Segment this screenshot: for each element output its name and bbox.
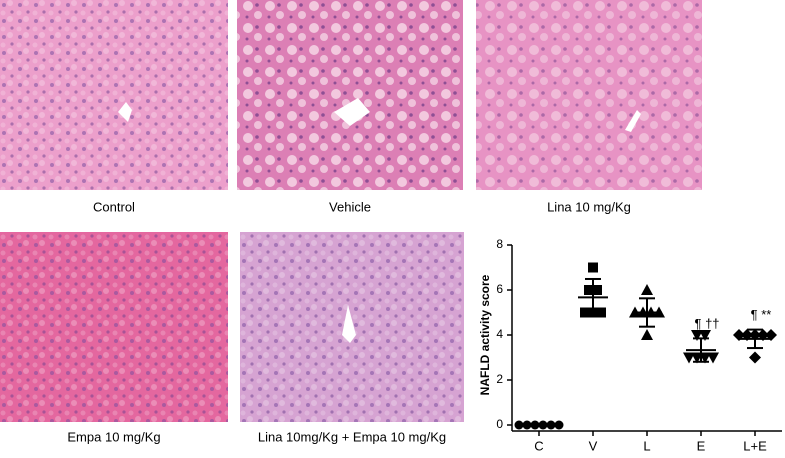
data-point <box>592 285 602 295</box>
y-tick-label: 4 <box>496 327 503 341</box>
data-point <box>683 352 695 364</box>
significance-label: ¶ ** <box>751 307 772 322</box>
data-point <box>641 329 653 340</box>
x-tick-label: L+E <box>743 438 767 453</box>
y-tick-label: 2 <box>496 372 503 386</box>
histology-images <box>0 0 702 422</box>
x-tick-label: C <box>534 438 543 453</box>
error-bar <box>585 277 601 317</box>
error-bar <box>747 328 763 350</box>
data-point <box>514 420 524 430</box>
data-point <box>691 330 703 341</box>
y-tick-label: 0 <box>496 417 503 431</box>
data-point <box>596 307 606 318</box>
data-point <box>641 284 653 295</box>
error-bar <box>693 337 709 363</box>
data-point <box>588 262 598 273</box>
data-point <box>584 285 594 295</box>
significance-label: ¶ †† <box>694 316 719 331</box>
panel-caption: Empa 10 mg/Kg <box>67 429 160 444</box>
data-point <box>749 351 761 364</box>
panel-caption: Control <box>93 199 135 214</box>
x-tick-label: E <box>697 438 706 453</box>
panel-caption: Lina 10 mg/Kg <box>547 199 631 214</box>
x-tick-label: V <box>589 438 598 453</box>
panel-caption: Vehicle <box>329 199 371 214</box>
panel-caption: Lina 10mg/Kg + Empa 10 mg/Kg <box>258 429 446 444</box>
error-bar <box>639 297 655 328</box>
data-point <box>580 307 590 318</box>
data-point <box>707 352 719 364</box>
data-point <box>554 420 564 430</box>
x-tick-label: L <box>643 438 650 453</box>
y-tick-label: 8 <box>496 237 503 251</box>
data-point <box>699 330 711 341</box>
y-axis-title: NAFLD activity score <box>478 274 492 395</box>
y-tick-label: 6 <box>496 282 503 296</box>
